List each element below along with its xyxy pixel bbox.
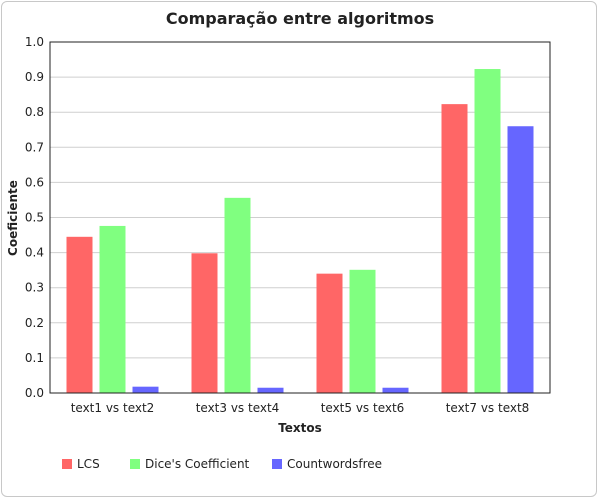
- bar: [66, 236, 93, 393]
- bar: [99, 225, 126, 393]
- y-tick-label: 0.8: [25, 105, 44, 119]
- bar: [132, 386, 159, 393]
- bar: [441, 104, 468, 393]
- bar: [474, 69, 501, 393]
- bar: [257, 387, 284, 393]
- x-tick-label: text3 vs text4: [196, 401, 280, 415]
- bar: [224, 197, 251, 393]
- y-tick-label: 0.3: [25, 281, 44, 295]
- bars: [66, 69, 534, 394]
- bar: [316, 273, 343, 393]
- x-tick-label: text7 vs text8: [446, 401, 530, 415]
- bar: [349, 269, 376, 393]
- bar: [191, 253, 218, 393]
- bar: [507, 126, 534, 394]
- legend-label: Dice's Coefficient: [145, 457, 250, 471]
- x-tick-label: text1 vs text2: [71, 401, 155, 415]
- legend-label: Countwordsfree: [287, 457, 382, 471]
- y-tick-label: 0.2: [25, 316, 44, 330]
- bar: [382, 387, 409, 393]
- x-axis-ticks: text1 vs text2 text3 vs text4 text5 vs tex…: [71, 401, 530, 415]
- y-tick-label: 0.6: [25, 175, 44, 189]
- x-axis-title: Textos: [278, 421, 322, 435]
- y-tick-label: 1.0: [25, 35, 44, 49]
- y-axis-title: Coeficiente: [6, 180, 20, 256]
- y-tick-label: 0.1: [25, 351, 44, 365]
- y-tick-label: 0.5: [25, 211, 44, 225]
- legend: LCS Dice's Coefficient Countwordsfree: [62, 457, 382, 471]
- legend-swatch: [130, 459, 140, 469]
- legend-swatch: [272, 459, 282, 469]
- legend-label: LCS: [77, 457, 100, 471]
- y-tick-label: 0.0: [25, 386, 44, 400]
- y-tick-label: 0.4: [25, 246, 44, 260]
- chart-title: Comparação entre algoritmos: [166, 9, 434, 28]
- legend-swatch: [62, 459, 72, 469]
- plot-area-border: [49, 41, 551, 394]
- y-tick-label: 0.9: [25, 70, 44, 84]
- y-axis-ticks: 0.0 0.1 0.2 0.3 0.4 0.5 0.6 0.7 0.8 0.9 1.0: [25, 35, 44, 400]
- x-tick-label: text5 vs text6: [321, 401, 405, 415]
- y-tick-label: 0.7: [25, 140, 44, 154]
